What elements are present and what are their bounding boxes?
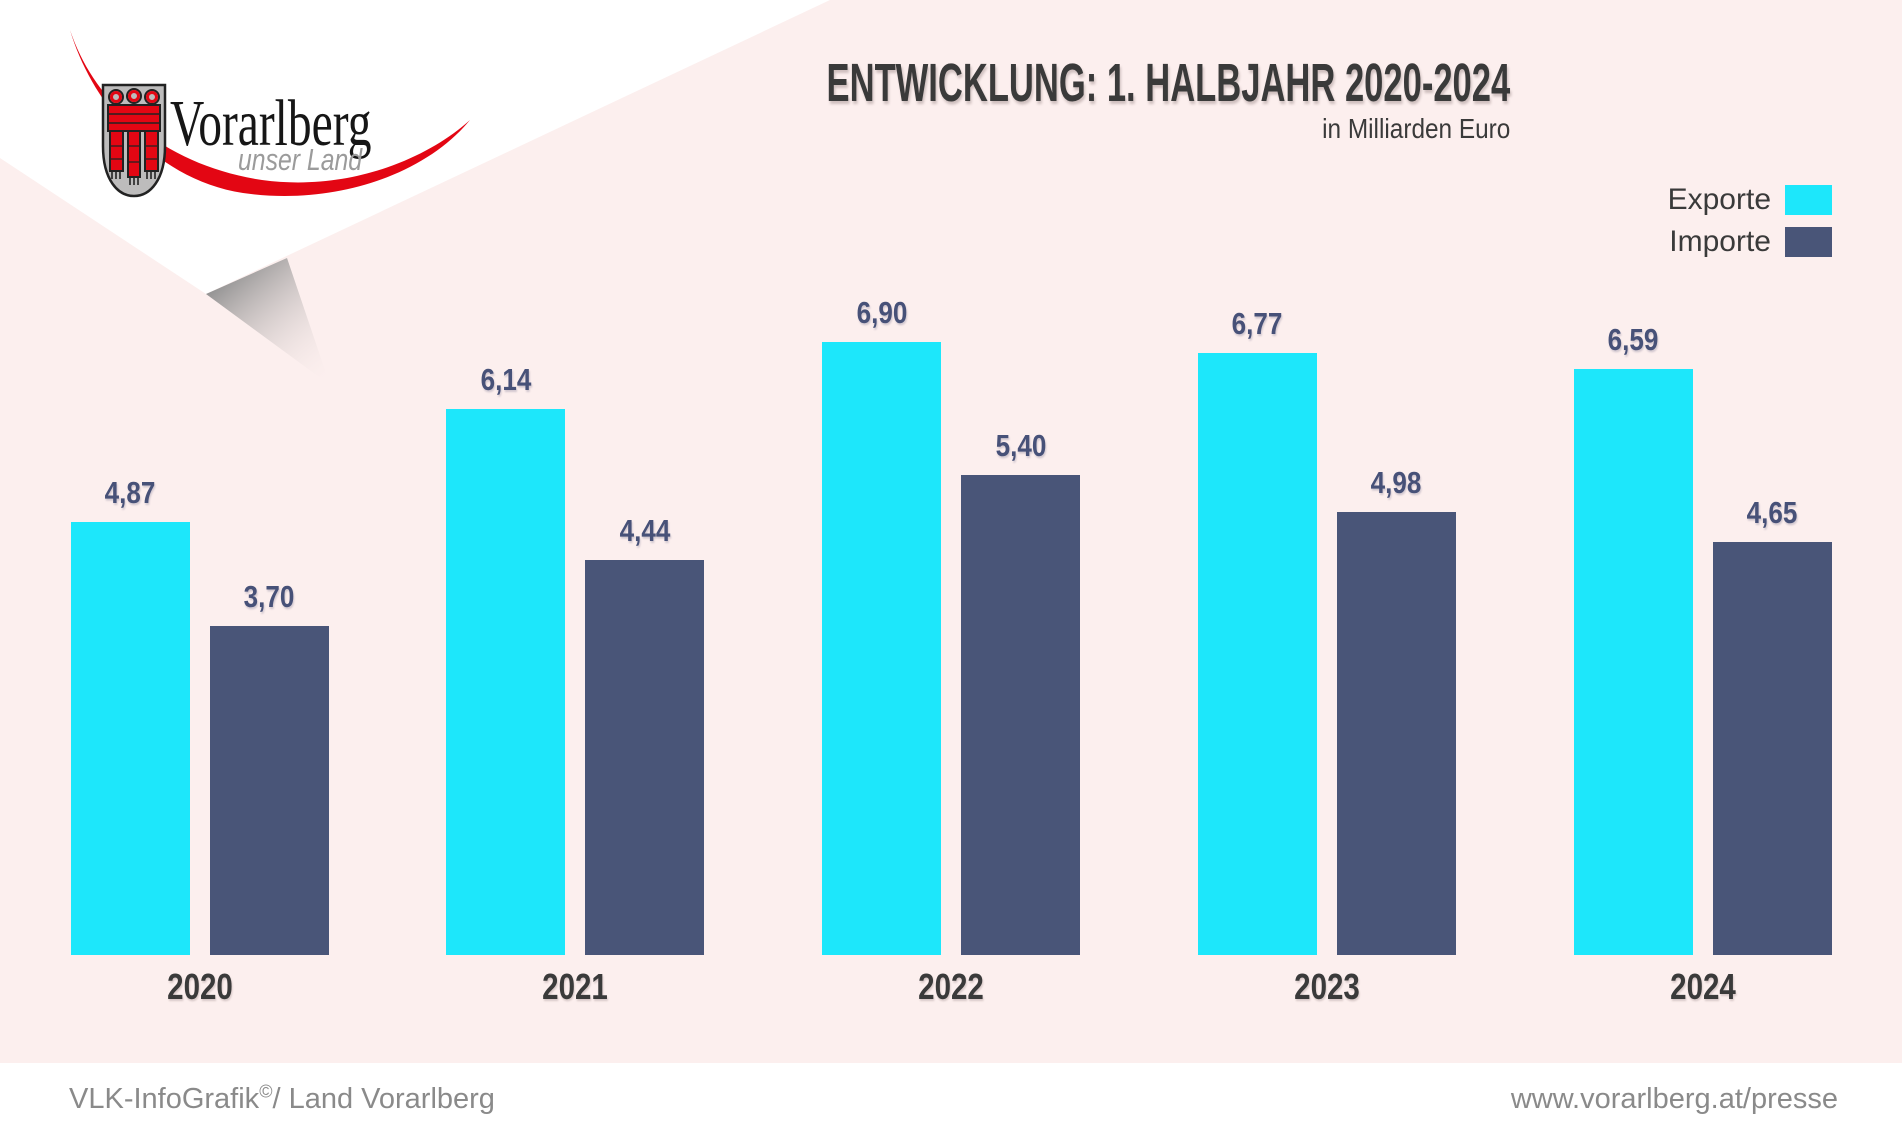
value-label-importe-2020: 3,70 bbox=[243, 579, 295, 614]
footer-url: www.vorarlberg.at/presse bbox=[1510, 1082, 1838, 1115]
category-label-2023: 2023 bbox=[1293, 966, 1360, 1007]
bar-importe-2024 bbox=[1712, 542, 1832, 955]
bar-exporte-2022 bbox=[822, 342, 941, 955]
category-label-2024: 2024 bbox=[1669, 966, 1736, 1007]
value-label-exporte-2023: 6,77 bbox=[1231, 306, 1283, 341]
bar-exporte-2021 bbox=[446, 409, 566, 955]
value-label-exporte-2022: 6,90 bbox=[856, 295, 907, 330]
legend-row-exporte: Exporte bbox=[1668, 184, 1832, 215]
bar-importe-2020 bbox=[209, 626, 329, 955]
category-label-2020: 2020 bbox=[166, 966, 233, 1007]
bar-importe-2022 bbox=[961, 475, 1080, 955]
copyright-symbol: © bbox=[259, 1080, 273, 1101]
footer-bar: VLK-InfoGrafik©/ Land Vorarlberg www.vor… bbox=[0, 1063, 1902, 1135]
bar-exporte-2024 bbox=[1573, 369, 1693, 955]
page-title: ENTWICKLUNG: 1. HALBJAHR 2020-2024 bbox=[826, 53, 1510, 113]
legend-swatch-importe bbox=[1785, 226, 1832, 257]
bar-chart: 4,87 3,70 2020 6,14 4,44 2021 6,90 5,40 2022 6,77… bbox=[70, 295, 1832, 1007]
legend-label-exporte: Exporte bbox=[1667, 183, 1771, 216]
footer-credit: VLK-InfoGrafik©/ Land Vorarlberg bbox=[69, 1080, 495, 1115]
legend-row-importe: Importe bbox=[1668, 226, 1832, 257]
bar-importe-2021 bbox=[585, 560, 705, 955]
category-label-2021: 2021 bbox=[542, 966, 609, 1007]
legend-label-importe: Importe bbox=[1669, 225, 1771, 258]
bar-exporte-2020 bbox=[70, 522, 190, 955]
value-label-exporte-2021: 6,14 bbox=[480, 362, 532, 397]
category-label-2022: 2022 bbox=[918, 966, 984, 1007]
page-subtitle: in Milliarden Euro bbox=[1321, 113, 1510, 144]
value-label-importe-2024: 4,65 bbox=[1746, 495, 1798, 530]
value-label-importe-2023: 4,98 bbox=[1370, 465, 1422, 500]
value-label-importe-2022: 5,40 bbox=[995, 428, 1046, 463]
value-label-exporte-2020: 4,87 bbox=[104, 475, 156, 510]
value-label-exporte-2024: 6,59 bbox=[1607, 322, 1659, 357]
bar-exporte-2023 bbox=[1197, 353, 1317, 955]
bar-importe-2023 bbox=[1336, 512, 1456, 955]
legend-swatch-exporte bbox=[1785, 184, 1832, 215]
value-label-importe-2021: 4,44 bbox=[619, 513, 671, 548]
chart-legend: Exporte Importe bbox=[1668, 184, 1832, 268]
